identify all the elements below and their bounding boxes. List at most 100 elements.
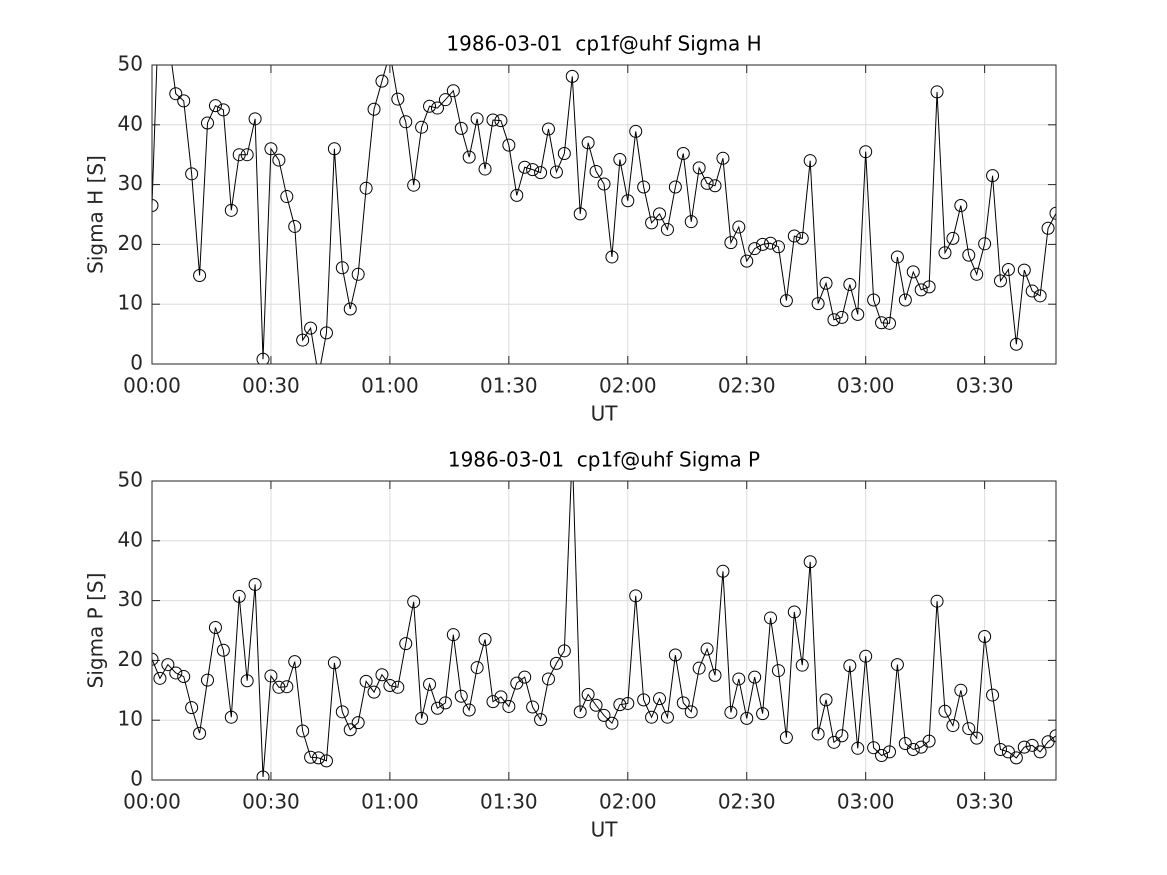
data-point bbox=[779, 731, 793, 745]
data-point bbox=[882, 745, 896, 759]
data-point bbox=[494, 690, 508, 704]
data-point bbox=[462, 150, 476, 164]
data-point bbox=[248, 112, 262, 126]
x-tick-label: 00:30 bbox=[242, 790, 300, 814]
data-point bbox=[224, 710, 238, 724]
x-tick-label: 00:00 bbox=[123, 790, 181, 814]
data-point bbox=[708, 179, 722, 193]
data-point bbox=[692, 161, 706, 175]
y-tick-label: 30 bbox=[118, 587, 143, 611]
data-point bbox=[954, 683, 968, 697]
data-point bbox=[589, 698, 603, 712]
data-point bbox=[335, 705, 349, 719]
data-point bbox=[232, 589, 246, 603]
data-point bbox=[1017, 740, 1031, 754]
data-point bbox=[486, 695, 500, 709]
data-point bbox=[581, 136, 595, 150]
data-point bbox=[502, 138, 516, 152]
y-tick-label: 0 bbox=[130, 767, 143, 791]
data-point bbox=[605, 716, 619, 730]
data-point bbox=[1009, 337, 1023, 351]
data-point bbox=[629, 124, 643, 138]
data-point bbox=[573, 705, 587, 719]
data-point bbox=[494, 114, 508, 128]
data-point bbox=[613, 698, 627, 712]
data-point bbox=[756, 707, 770, 721]
data-layer bbox=[152, 481, 1056, 780]
data-point bbox=[478, 162, 492, 176]
y-axis-label: Sigma H [S] bbox=[84, 155, 108, 274]
data-point bbox=[518, 670, 532, 684]
data-point bbox=[740, 254, 754, 268]
data-point bbox=[565, 69, 579, 83]
data-point bbox=[676, 147, 690, 161]
data-point bbox=[201, 673, 215, 687]
data-point bbox=[771, 240, 785, 254]
data-point bbox=[319, 326, 333, 340]
data-point bbox=[811, 297, 825, 311]
data-point bbox=[541, 672, 555, 686]
data-point bbox=[867, 741, 881, 755]
data-point bbox=[304, 750, 318, 764]
data-point bbox=[153, 671, 167, 685]
data-point bbox=[264, 142, 278, 156]
data-point bbox=[978, 237, 992, 251]
data-point bbox=[732, 220, 746, 234]
data-point bbox=[645, 216, 659, 230]
data-point bbox=[351, 267, 365, 281]
data-point bbox=[415, 711, 429, 725]
data-point bbox=[573, 207, 587, 221]
data-point bbox=[700, 176, 714, 190]
y-tick-label: 30 bbox=[118, 171, 143, 195]
data-point bbox=[526, 163, 540, 177]
data-point bbox=[613, 152, 627, 166]
x-tick-label: 01:30 bbox=[480, 374, 538, 398]
data-point bbox=[946, 719, 960, 733]
data-point bbox=[930, 85, 944, 99]
data-point bbox=[748, 242, 762, 256]
data-point bbox=[375, 74, 389, 88]
data-point bbox=[827, 313, 841, 327]
data-point bbox=[835, 310, 849, 324]
data-point bbox=[930, 594, 944, 608]
data-point bbox=[185, 167, 199, 181]
data-point bbox=[764, 611, 778, 625]
data-point bbox=[288, 219, 302, 233]
data-point bbox=[502, 699, 516, 713]
data-point bbox=[637, 180, 651, 194]
data-point bbox=[526, 700, 540, 714]
data-point bbox=[161, 658, 175, 672]
axes: 0 10 20 30 40 50 00:00 00:30 01:00 01:30 02:00 02:3… bbox=[84, 448, 1057, 842]
data-point bbox=[1049, 729, 1056, 743]
data-point bbox=[280, 190, 294, 204]
data-point bbox=[882, 316, 896, 330]
data-point bbox=[851, 741, 865, 755]
data-point bbox=[264, 669, 278, 683]
data-point bbox=[518, 160, 532, 174]
data-point bbox=[169, 666, 183, 680]
data-point bbox=[1009, 751, 1023, 765]
data-point bbox=[684, 215, 698, 229]
data-point bbox=[1033, 289, 1047, 303]
data-layer bbox=[152, 65, 1056, 364]
data-point bbox=[795, 231, 809, 245]
data-point bbox=[906, 265, 920, 279]
x-tick-label: 01:30 bbox=[480, 790, 538, 814]
data-point bbox=[152, 652, 159, 666]
data-point bbox=[970, 267, 984, 281]
data-point bbox=[1017, 263, 1031, 277]
x-tick-label: 02:00 bbox=[599, 790, 657, 814]
data-point bbox=[541, 122, 555, 136]
data-point bbox=[423, 677, 437, 691]
x-axis-label: UT bbox=[591, 818, 619, 842]
data-point bbox=[875, 748, 889, 762]
axes-box bbox=[151, 480, 1057, 781]
data-point bbox=[875, 316, 889, 330]
x-tick-label: 02:00 bbox=[599, 374, 657, 398]
data-point bbox=[486, 113, 500, 127]
data-point bbox=[605, 250, 619, 264]
data-point bbox=[240, 148, 254, 162]
data-point bbox=[470, 661, 484, 675]
data-point bbox=[819, 276, 833, 290]
data-point bbox=[296, 724, 310, 738]
